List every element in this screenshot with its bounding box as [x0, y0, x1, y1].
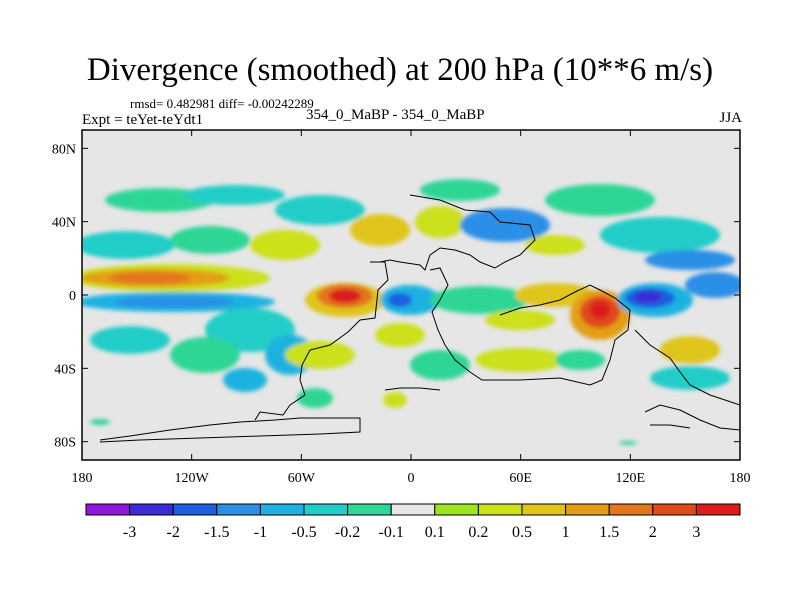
- colorbar-swatch: [85, 503, 131, 516]
- colorbar-label: 0.2: [468, 524, 488, 541]
- coastline-outline: [99, 194, 740, 443]
- colorbar-label: 1.5: [599, 524, 619, 541]
- colorbar-label: -2: [167, 524, 180, 541]
- colorbar-swatch: [216, 503, 261, 516]
- stats-text: rmsd= 0.482981 diff= -0.00242289: [130, 96, 314, 111]
- colorbar-swatch: [129, 503, 174, 516]
- colorbar-swatch: [434, 503, 479, 516]
- x-tick-label: 60E: [509, 471, 532, 486]
- colorbar-swatch: [303, 503, 349, 516]
- season-label: JJA: [719, 110, 742, 126]
- colorbar-swatch: [477, 503, 523, 516]
- colorbar-swatch: [695, 503, 741, 516]
- x-tick-label: 180: [72, 471, 93, 486]
- colorbar-swatch: [652, 503, 697, 516]
- colorbar-swatch: [521, 503, 567, 516]
- colorbar-label: 0.1: [425, 524, 445, 541]
- colorbar-label: -1: [254, 524, 267, 541]
- y-tick-label: 40S: [54, 362, 76, 377]
- colorbar-swatch: [259, 503, 305, 516]
- y-tick-label: 40N: [52, 216, 76, 231]
- x-tick-label: 120E: [616, 471, 646, 486]
- y-tick-label: 80N: [52, 142, 76, 157]
- colorbar-label: -0.2: [335, 524, 360, 541]
- x-tick-label: 180: [730, 471, 751, 486]
- y-tick-label: 80S: [54, 436, 76, 451]
- colorbar-swatch: [347, 503, 392, 516]
- x-tick-label: 60W: [288, 471, 316, 486]
- case-names: 354_0_MaBP - 354_0_MaBP: [306, 107, 485, 123]
- colorbar-label: -0.1: [379, 524, 404, 541]
- colorbar-swatch: [565, 503, 610, 516]
- colorbar-label: -0.5: [291, 524, 316, 541]
- x-tick-label: 0: [408, 471, 415, 486]
- colorbar-swatch: [390, 503, 436, 516]
- colorbar-swatch: [608, 503, 654, 516]
- x-tick-label: 120W: [175, 471, 210, 486]
- colorbar-label: -1.5: [204, 524, 229, 541]
- colorbar-label: 2: [649, 524, 657, 541]
- divergence-field: [82, 179, 740, 445]
- colorbar-label: 3: [692, 524, 700, 541]
- colorbar-label: 1: [562, 524, 570, 541]
- colorbar-label: -3: [123, 524, 136, 541]
- y-tick-label: 0: [69, 289, 76, 304]
- plot-title: Divergence (smoothed) at 200 hPa (10**6 …: [86, 52, 714, 88]
- experiment-label: Expt = teYet-teYdt1: [82, 112, 204, 128]
- colorbar-swatch: [172, 503, 218, 516]
- colorbar-label: 0.5: [512, 524, 532, 541]
